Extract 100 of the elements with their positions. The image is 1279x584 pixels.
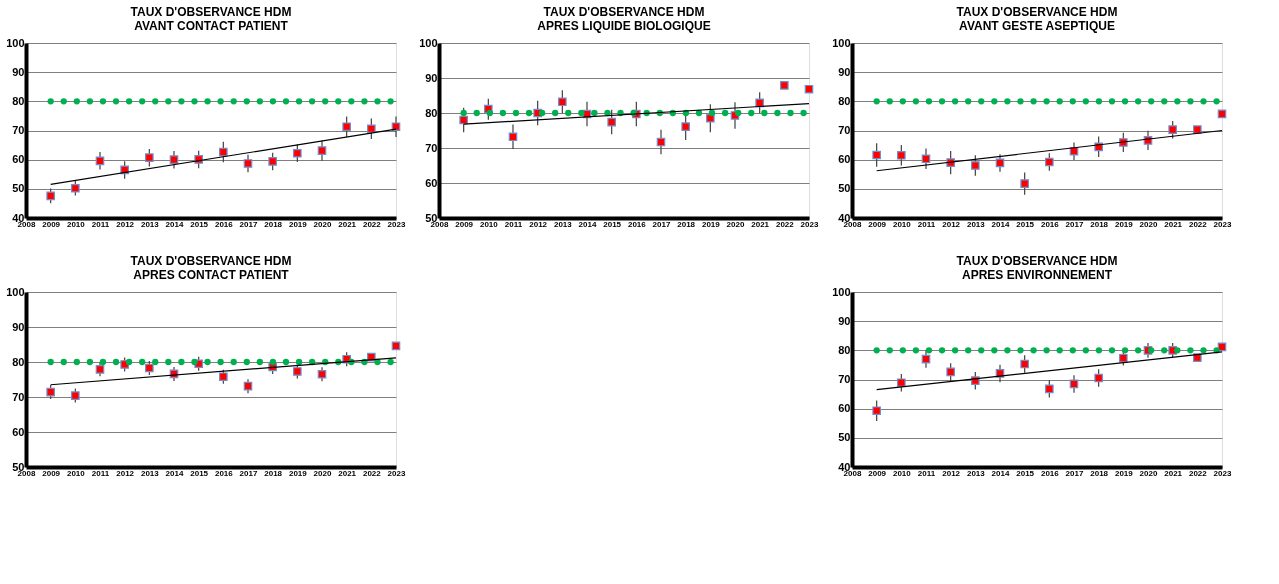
chart-title: TAUX D'OBSERVANCE HDM (956, 5, 1118, 19)
x-tick-label: 2014 (991, 468, 1010, 478)
y-tick-label: 50 (838, 182, 851, 195)
x-tick-label: 2011 (91, 219, 110, 229)
y-tick-label: 90 (425, 71, 438, 84)
x-tick-label: 2023 (1213, 219, 1232, 229)
y-tick-label: 70 (425, 141, 438, 154)
chart-subtitle: APRES LIQUIDE BIOLOGIQUE (537, 19, 711, 33)
x-tick-label: 2020 (1139, 219, 1158, 229)
x-tick-label: 2012 (942, 219, 961, 229)
x-tick-label: 2015 (1016, 468, 1035, 478)
x-tick-label: 2018 (264, 219, 283, 229)
x-tick-label: 2013 (140, 219, 160, 229)
x-tick-label: 2016 (1040, 219, 1060, 229)
x-tick-label: 2012 (116, 219, 135, 229)
x-tick-label: 2019 (288, 468, 308, 478)
x-tick-label: 2020 (1139, 468, 1158, 478)
x-tick-label: 2014 (578, 219, 597, 229)
x-tick-label: 2011 (917, 219, 936, 229)
x-tick-label: 2010 (66, 468, 86, 478)
x-tick-label: 2013 (966, 219, 986, 229)
y-tick-label: 100 (419, 36, 438, 49)
x-tick-label: 2021 (338, 219, 357, 229)
y-tick-label: 60 (12, 153, 25, 166)
x-tick-label: 2023 (1213, 468, 1232, 478)
x-tick-label: 2018 (677, 219, 696, 229)
x-tick-label: 2016 (214, 468, 234, 478)
x-tick-label: 2021 (751, 219, 770, 229)
x-tick-label: 2012 (942, 468, 961, 478)
y-tick-label: 100 (832, 36, 851, 49)
x-tick-label: 2011 (91, 468, 110, 478)
y-tick-label: 50 (838, 431, 851, 444)
x-tick-label: 2009 (42, 219, 61, 229)
y-tick-label: 60 (12, 425, 25, 438)
x-tick-label: 2016 (214, 219, 234, 229)
x-tick-label: 2023 (387, 468, 406, 478)
x-tick-label: 2012 (116, 468, 135, 478)
y-tick-label: 70 (838, 373, 851, 385)
y-tick-label: 100 (6, 36, 25, 49)
x-tick-label: 2017 (239, 219, 258, 229)
y-tick-label: 90 (12, 320, 25, 333)
chart-subtitle: APRES CONTACT PATIENT (133, 268, 290, 282)
x-tick-label: 2023 (387, 219, 406, 229)
x-tick-label: 2012 (529, 219, 548, 229)
x-tick-label: 2019 (1114, 468, 1134, 478)
x-tick-label: 2020 (726, 219, 745, 229)
x-tick-label: 2011 (917, 468, 936, 478)
x-tick-label: 2018 (1090, 468, 1109, 478)
x-tick-label: 2022 (362, 468, 382, 478)
y-tick-label: 80 (425, 106, 438, 119)
x-tick-label: 2009 (42, 468, 61, 478)
chart-subtitle: AVANT GESTE ASEPTIQUE (959, 19, 1115, 33)
y-tick-label: 80 (12, 355, 25, 368)
y-tick-label: 60 (838, 402, 851, 415)
x-tick-label: 2015 (190, 468, 209, 478)
y-tick-label: 90 (838, 314, 851, 327)
y-tick-label: 70 (12, 124, 25, 136)
x-tick-label: 2016 (1040, 468, 1060, 478)
x-tick-label: 2019 (288, 219, 308, 229)
x-tick-label: 2010 (892, 468, 912, 478)
x-tick-label: 2017 (1065, 468, 1084, 478)
x-tick-label: 2022 (775, 219, 795, 229)
x-tick-label: 2013 (966, 468, 986, 478)
x-tick-label: 2013 (553, 219, 573, 229)
x-tick-label: 2009 (868, 219, 887, 229)
x-tick-label: 2017 (1065, 219, 1084, 229)
x-tick-label: 2019 (701, 219, 721, 229)
y-tick-label: 80 (12, 94, 25, 107)
x-tick-label: 2016 (627, 219, 647, 229)
y-tick-label: 90 (12, 65, 25, 78)
x-tick-label: 2011 (504, 219, 523, 229)
x-tick-label: 2020 (313, 219, 332, 229)
x-tick-label: 2019 (1114, 219, 1134, 229)
y-tick-label: 90 (838, 65, 851, 78)
y-tick-label: 70 (838, 124, 851, 136)
x-tick-label: 2022 (1188, 468, 1208, 478)
x-tick-label: 2013 (140, 468, 160, 478)
chart-subtitle: APRES ENVIRONNEMENT (961, 268, 1113, 282)
x-tick-label: 2021 (338, 468, 357, 478)
y-tick-label: 100 (6, 285, 25, 298)
x-tick-label: 2014 (165, 219, 184, 229)
y-tick-label: 50 (12, 182, 25, 195)
chart-title: TAUX D'OBSERVANCE HDM (130, 254, 292, 268)
chart-title: TAUX D'OBSERVANCE HDM (543, 5, 705, 19)
x-tick-label: 2022 (362, 219, 382, 229)
y-tick-label: 100 (832, 285, 851, 298)
y-tick-label: 60 (425, 176, 438, 189)
x-tick-label: 2014 (165, 468, 184, 478)
x-tick-label: 2009 (455, 219, 474, 229)
x-tick-label: 2018 (264, 468, 283, 478)
x-tick-label: 2010 (479, 219, 499, 229)
y-tick-label: 60 (838, 153, 851, 166)
x-tick-label: 2023 (800, 219, 819, 229)
x-tick-label: 2010 (892, 219, 912, 229)
x-tick-label: 2015 (1016, 219, 1035, 229)
x-tick-label: 2021 (1164, 219, 1183, 229)
chart-title: TAUX D'OBSERVANCE HDM (130, 5, 292, 19)
x-tick-label: 2017 (652, 219, 671, 229)
x-tick-label: 2021 (1164, 468, 1183, 478)
x-tick-label: 2015 (190, 219, 209, 229)
